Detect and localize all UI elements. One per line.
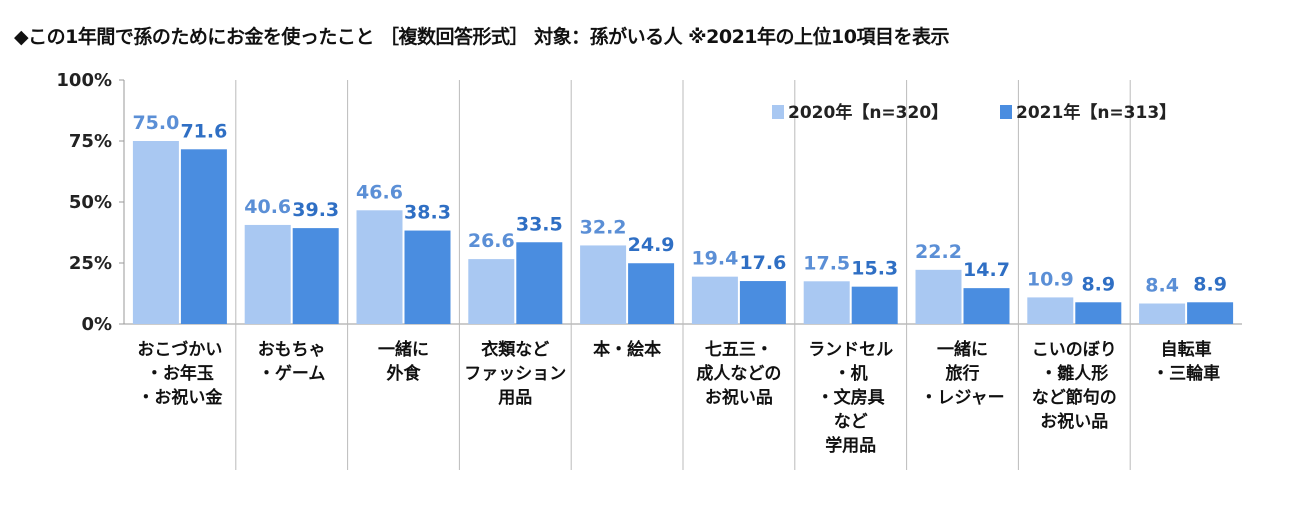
- data-label: 46.6: [356, 181, 403, 203]
- y-tick-label: 50%: [69, 192, 112, 213]
- data-label: 14.7: [963, 259, 1010, 281]
- bar-2020: [356, 210, 403, 324]
- data-label: 71.6: [180, 120, 227, 142]
- data-label: 8.9: [1193, 273, 1227, 295]
- bar-2020: [915, 269, 962, 324]
- bar-2021: [292, 228, 339, 324]
- bar-2020: [1027, 297, 1074, 324]
- data-label: 17.5: [803, 252, 850, 274]
- data-label: 10.9: [1027, 268, 1074, 290]
- y-tick-label: 100%: [56, 70, 112, 91]
- data-label: 8.9: [1081, 273, 1115, 295]
- bar-2021: [180, 149, 227, 324]
- data-label: 26.6: [468, 230, 515, 252]
- data-label: 15.3: [851, 258, 898, 280]
- data-label: 32.2: [580, 216, 627, 238]
- chart-title: ◆この1年間で孫のためにお金を使ったこと ［複数回答形式］ 対象：孫がいる人 ※…: [14, 26, 949, 48]
- data-label: 8.4: [1145, 275, 1179, 297]
- bar-2021: [739, 281, 786, 324]
- data-label: 40.6: [244, 196, 291, 218]
- category-label: 自転車 ・三輪車: [1152, 340, 1221, 384]
- bar-2021: [516, 242, 563, 324]
- data-label: 33.5: [516, 213, 563, 235]
- category-label: 七五三・ 成人などの お祝い品: [696, 340, 782, 408]
- category-label: ランドセル ・机 ・文房具 など 学用品: [808, 340, 894, 456]
- bar-2020: [132, 141, 179, 324]
- y-tick-label: 0%: [81, 314, 112, 335]
- category-label: おこづかい ・お年玉 ・お祝い金: [137, 340, 223, 408]
- bar-2021: [963, 288, 1010, 324]
- data-label: 24.9: [628, 234, 675, 256]
- legend-label: 2020年【n=320】: [788, 102, 948, 123]
- category-label: 一緒に 旅行 ・レジャー: [920, 340, 1005, 408]
- bar-2021: [851, 286, 898, 324]
- category-label: おもちゃ ・ゲーム: [257, 340, 326, 384]
- data-label: 75.0: [132, 112, 179, 134]
- category-label: 衣類など ファッション 用品: [464, 340, 567, 408]
- category-label: 一緒に 外食: [378, 340, 429, 384]
- bar-2020: [803, 281, 850, 324]
- data-label: 19.4: [691, 248, 738, 270]
- legend-swatch: [1000, 105, 1012, 119]
- y-tick-label: 75%: [69, 131, 112, 152]
- bar-2020: [1139, 303, 1186, 324]
- data-label: 17.6: [739, 252, 786, 274]
- data-label: 39.3: [292, 199, 339, 221]
- data-label: 22.2: [915, 241, 962, 263]
- bar-2021: [1187, 302, 1234, 324]
- legend-label: 2021年【n=313】: [1016, 102, 1176, 123]
- bar-2021: [1075, 302, 1122, 324]
- bar-2020: [468, 259, 515, 324]
- bar-2020: [691, 276, 738, 324]
- category-label: 本・絵本: [593, 340, 662, 360]
- bar-2021: [404, 230, 451, 324]
- bar-2020: [580, 245, 627, 324]
- bar-2021: [628, 263, 675, 324]
- y-tick-label: 25%: [69, 253, 112, 274]
- bar-2020: [244, 224, 291, 324]
- data-label: 38.3: [404, 202, 451, 224]
- category-label: こいのぼり ・雛人形 など節句の お祝い品: [1031, 340, 1117, 432]
- legend-swatch: [772, 105, 784, 119]
